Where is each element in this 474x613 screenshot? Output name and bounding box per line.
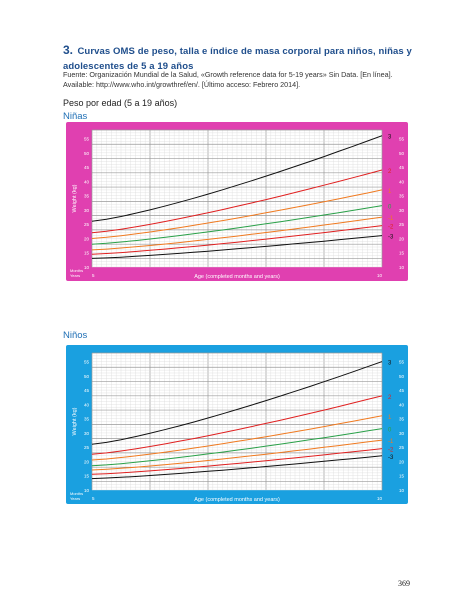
curve-label: -1 <box>388 216 394 222</box>
curve--2 <box>91 448 383 475</box>
curve--2 <box>91 225 383 255</box>
x-tick-label: 10 <box>377 496 383 501</box>
y-tick-label-right: 55 <box>399 360 405 365</box>
source-citation: Fuente: Organización Mundial de la Salud… <box>63 70 423 90</box>
section-title-line1: Curvas OMS de peso, talla e índice de ma… <box>77 46 412 57</box>
years-label: Years <box>70 273 80 278</box>
x-tick-label: 5 <box>92 273 95 278</box>
y-tick-label-right: 35 <box>399 417 405 422</box>
curve-label: 0 <box>388 428 392 434</box>
y-tick-label: 55 <box>84 360 90 365</box>
y-tick-label: 40 <box>84 402 90 407</box>
grid <box>91 352 383 491</box>
section-heading: 3. Curvas OMS de peso, talla e índice de… <box>63 43 423 73</box>
months-label: Months <box>70 268 83 273</box>
x-tick-label: 5 <box>92 496 95 501</box>
y-tick-label-right: 20 <box>399 236 405 241</box>
y-tick-label: 15 <box>84 251 90 256</box>
y-tick-label: 20 <box>84 459 90 464</box>
curve-label: 0 <box>388 205 392 211</box>
years-label: Years <box>70 496 80 501</box>
y-tick-label-right: 45 <box>399 388 405 393</box>
y-tick-label-right: 45 <box>399 165 405 170</box>
curve-label: 2 <box>388 395 392 401</box>
girls-weight-chart: 3 2 1 0 -1 -2 -3 55 55 50 50 45 45 40 40 35 35 30 30 25 25 20… <box>66 122 408 281</box>
curve--1 <box>91 439 383 471</box>
boys-weight-chart: 3 2 1 0 -1 -2 -3 55 55 50 50 45 45 40 40 35 35 30 30 25 25 20… <box>66 345 408 504</box>
y-tick-label: 25 <box>84 445 90 450</box>
girls-label: Niñas <box>63 111 88 122</box>
curve-0 <box>91 205 383 245</box>
curve-2 <box>91 169 383 234</box>
y-tick-label-right: 15 <box>399 251 405 256</box>
y-tick-label: 40 <box>84 179 90 184</box>
y-tick-label-right: 10 <box>399 265 405 270</box>
curve-label: -2 <box>388 225 394 231</box>
curve-3 <box>91 135 383 222</box>
curve--3 <box>91 235 383 259</box>
curve-1 <box>91 189 383 239</box>
source-line-1: Fuente: Organización Mundial de la Salud… <box>63 70 393 79</box>
y-tick-label: 50 <box>84 151 90 156</box>
y-tick-label: 35 <box>84 194 90 199</box>
y-tick-label: 20 <box>84 236 90 241</box>
curve-label: 1 <box>388 415 392 421</box>
curve-label: -1 <box>388 439 394 445</box>
curve-label: -3 <box>388 235 394 241</box>
y-axis-label: Weight (kg) <box>72 184 78 212</box>
y-tick-label-right: 35 <box>399 194 405 199</box>
y-tick-label-right: 30 <box>399 208 405 213</box>
curve-label: -2 <box>388 448 394 454</box>
y-tick-label-right: 55 <box>399 137 405 142</box>
y-tick-label-right: 50 <box>399 151 405 156</box>
x-tick-label: 10 <box>377 273 383 278</box>
y-tick-label-right: 30 <box>399 431 405 436</box>
section-title-line2: adolescentes de 5 a 19 años <box>63 61 194 72</box>
y-tick-label-right: 40 <box>399 179 405 184</box>
y-tick-label-right: 25 <box>399 222 405 227</box>
y-tick-label-right: 20 <box>399 459 405 464</box>
y-tick-label: 45 <box>84 388 90 393</box>
y-tick-label-right: 10 <box>399 488 405 493</box>
y-tick-label-right: 15 <box>399 474 405 479</box>
section-number: 3. <box>63 43 74 57</box>
y-tick-label: 30 <box>84 208 90 213</box>
y-tick-label: 15 <box>84 474 90 479</box>
curve-label: 1 <box>388 189 392 195</box>
curve-label: -3 <box>388 455 394 461</box>
y-tick-label-right: 40 <box>399 402 405 407</box>
y-tick-label: 10 <box>84 265 90 270</box>
weight-for-age-subheading: Peso por edad (5 a 19 años) <box>63 98 178 108</box>
y-axis-label: Weight (kg) <box>72 407 78 435</box>
y-tick-label: 30 <box>84 431 90 436</box>
x-axis-label: Age (completed months and years) <box>194 274 280 280</box>
months-label: Months <box>70 491 83 496</box>
curve-label: 2 <box>388 169 392 175</box>
curve-label: 3 <box>388 361 392 367</box>
page-number: 369 <box>398 579 410 588</box>
curve-3 <box>91 361 383 445</box>
curve--1 <box>91 216 383 251</box>
y-tick-label: 35 <box>84 417 90 422</box>
curve-label: 3 <box>388 135 392 141</box>
y-tick-label: 50 <box>84 374 90 379</box>
x-axis-label: Age (completed months and years) <box>194 497 280 503</box>
boys-label: Niños <box>63 330 88 341</box>
y-tick-label-right: 50 <box>399 374 405 379</box>
source-line-2: Available: http://www.who.int/growthref/… <box>63 80 301 89</box>
y-tick-label: 25 <box>84 222 90 227</box>
curve-0 <box>91 428 383 467</box>
curve--3 <box>91 455 383 480</box>
y-tick-label: 55 <box>84 137 90 142</box>
curve-1 <box>91 415 383 461</box>
curve-2 <box>91 395 383 455</box>
y-tick-label: 10 <box>84 488 90 493</box>
grid <box>91 129 383 268</box>
y-tick-label: 45 <box>84 165 90 170</box>
y-tick-label-right: 25 <box>399 445 405 450</box>
